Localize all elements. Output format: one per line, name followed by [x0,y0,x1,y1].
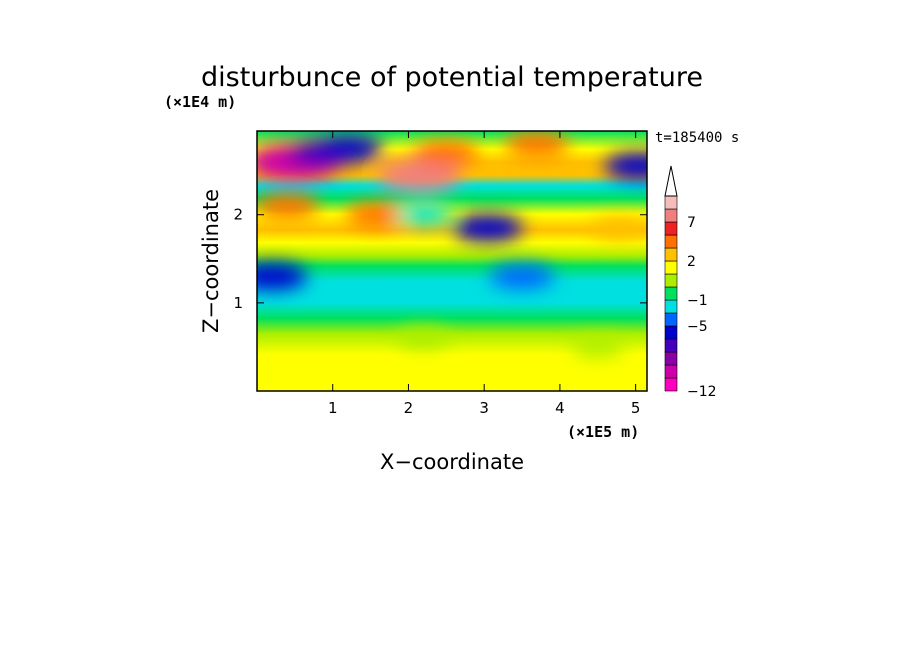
colorbar-swatch-8 [664,273,678,288]
colorbar-extend-arrow [664,165,678,197]
contour-feature-10 [452,214,523,242]
contour-feature-4 [413,140,480,166]
y-axis: 12 [233,206,647,312]
colorbar: 7 2 −1 −5 −12 [664,165,717,400]
x-unit-label: (×1E5 m) [567,423,639,441]
contour-field [257,131,647,357]
contour-feature-15 [571,337,624,357]
contour-feature-6 [604,152,647,180]
colorbar-swatch-0 [664,377,678,392]
colorbar-label-0: 7 [687,215,696,231]
colorbar-swatch-10 [664,247,678,262]
contour-feature-14 [397,328,450,349]
colorbar-label-4: −12 [687,384,717,400]
colorbar-swatch-7 [664,286,678,301]
colorbar-swatch-14 [664,195,678,210]
x-tick-label-3: 4 [555,399,565,417]
x-axis-label: X−coordinate [380,450,524,474]
colorbar-swatch-13 [664,208,678,223]
colorbar-swatch-2 [664,351,678,366]
contour-feature-13 [489,263,555,290]
contour-feature-2 [312,135,383,163]
y-unit-label: (×1E4 m) [164,93,236,111]
contour-feature-5 [504,131,570,157]
colorbar-swatch-11 [664,234,678,249]
contour-feature-11 [589,216,647,240]
colorbar-swatch-5 [664,312,678,327]
colorbar-swatch-4 [664,325,678,340]
time-label: t=185400 s [655,130,739,146]
y-tick-label-0: 1 [233,294,243,312]
contour-feature-3 [378,158,462,192]
colorbar-swatch-1 [664,364,678,379]
x-tick-label-4: 5 [631,399,641,417]
colorbar-label-2: −1 [687,293,708,309]
x-tick-label-2: 3 [479,399,489,417]
y-axis-label: Z−coordinate [199,189,223,333]
x-tick-label-1: 2 [404,399,414,417]
colorbar-swatch-12 [664,221,678,236]
contour-feature-12 [257,262,308,290]
colorbar-swatch-3 [664,338,678,353]
colorbar-swatch-6 [664,299,678,314]
chart-title: disturbunce of potential temperature [201,62,703,93]
colorbar-label-1: 2 [687,254,696,270]
contour-feature-8 [345,202,411,228]
plot-frame [256,130,648,392]
colorbar-label-3: −5 [687,319,708,335]
contour-feature-7 [257,193,321,219]
plot-area [257,131,647,391]
x-axis: 1 2 3 4 5 [328,131,640,417]
contour-feature-9 [395,203,453,226]
y-tick-label-1: 2 [233,206,243,224]
x-tick-label-0: 1 [328,399,338,417]
colorbar-swatch-9 [664,260,678,275]
